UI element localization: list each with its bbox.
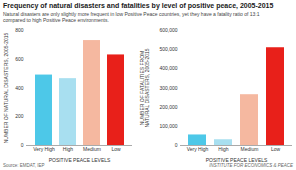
- svg-text:POSITIVE PEACE LEVELS: POSITIVE PEACE LEVELS: [49, 156, 111, 162]
- svg-text:200,000: 200,000: [159, 103, 177, 109]
- html-text:Natural disasters are only sli: Natural disasters are only slightly more…: [3, 11, 260, 24]
- svg-text:NUMBER OF NATURAL DISASTERS, 2: NUMBER OF NATURAL DISASTERS, 2005-2015: [3, 32, 9, 143]
- svg-text:Very High: Very High: [33, 146, 55, 152]
- svg-text:600: 600: [15, 55, 24, 61]
- svg-text:0: 0: [175, 142, 178, 148]
- html-text:Frequency of natural disasters: Frequency of natural disasters and fatal…: [3, 2, 274, 9]
- svg-text:Low: Low: [111, 146, 121, 152]
- svg-text:POSITIVE PEACE LEVELS: POSITIVE PEACE LEVELS: [206, 156, 268, 162]
- svg-text:Medium: Medium: [241, 146, 259, 152]
- html-text:INSTITUTE FOR ECONOMICS & PEAC: INSTITUTE FOR ECONOMICS & PEACE: [209, 162, 293, 168]
- svg-text:High: High: [63, 146, 74, 152]
- svg-text:100,000: 100,000: [159, 122, 177, 128]
- svg-text:Low: Low: [271, 146, 281, 152]
- svg-text:300,000: 300,000: [159, 84, 177, 90]
- svg-text:Very High: Very High: [187, 146, 209, 152]
- svg-text:NUMBER OF FATALITIES FROMNATUR: NUMBER OF FATALITIES FROMNATURAL DISASTE…: [139, 48, 150, 127]
- svg-text:400,000: 400,000: [159, 65, 177, 71]
- svg-text:Medium: Medium: [83, 146, 101, 152]
- svg-text:High: High: [218, 146, 229, 152]
- svg-text:400: 400: [15, 84, 24, 90]
- svg-text:200: 200: [15, 113, 24, 119]
- svg-text:500,000: 500,000: [159, 46, 177, 52]
- html-text:Source: EMDAT, IEP: Source: EMDAT, IEP: [3, 162, 45, 168]
- svg-text:0: 0: [21, 142, 24, 148]
- svg-text:600,000: 600,000: [159, 27, 177, 33]
- svg-text:800: 800: [15, 27, 24, 33]
